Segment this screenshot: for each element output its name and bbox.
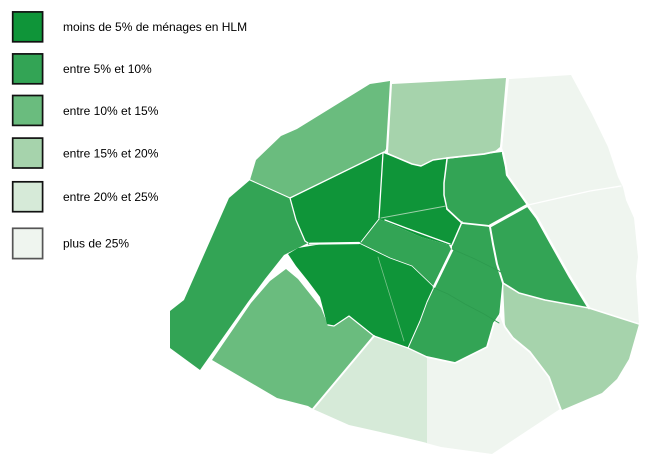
svg-text:plus de 25%: plus de 25% [63, 237, 129, 251]
svg-text:entre 15% et 20%: entre 15% et 20% [63, 146, 159, 160]
svg-text:entre 20% et 25%: entre 20% et 25% [63, 190, 159, 204]
svg-text:entre 10% et 15%: entre 10% et 15% [63, 104, 159, 118]
svg-text:moins de 5% de ménages en HLM: moins de 5% de ménages en HLM [63, 20, 247, 34]
svg-text:entre 5% et 10%: entre 5% et 10% [63, 62, 152, 76]
